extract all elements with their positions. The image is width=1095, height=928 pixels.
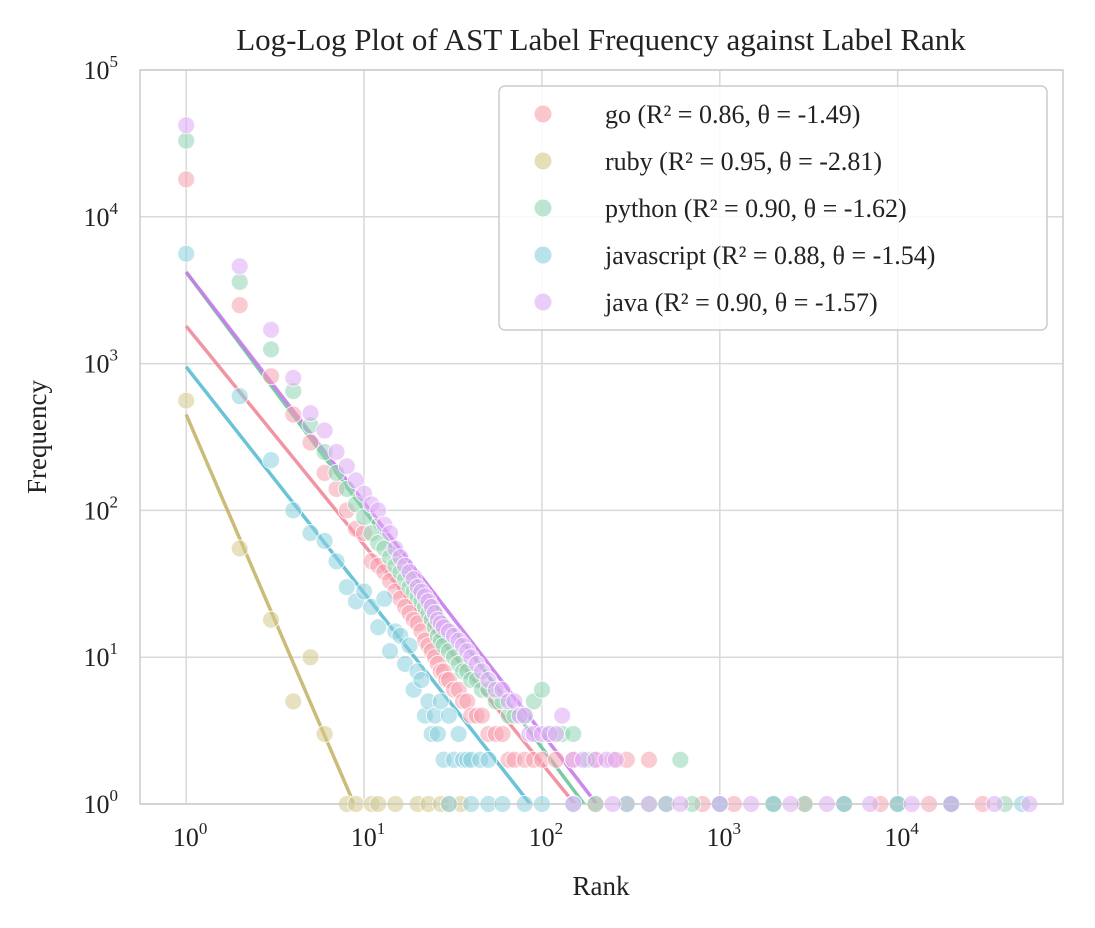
data-point	[547, 750, 566, 769]
data-point	[428, 724, 447, 743]
chart-title: Log-Log Plot of AST Label Frequency agai…	[236, 22, 966, 57]
data-point	[284, 368, 303, 387]
data-point	[315, 421, 334, 440]
legend: go (R² = 0.86, θ = -1.49) ruby (R² = 0.95…	[498, 85, 1048, 331]
data-point	[177, 131, 196, 150]
data-point	[284, 692, 303, 711]
data-point	[493, 724, 512, 743]
data-point	[337, 578, 356, 597]
data-point	[606, 750, 625, 769]
data-point	[327, 442, 346, 461]
data-point	[301, 524, 320, 543]
data-point	[230, 257, 249, 276]
data-point	[400, 636, 419, 655]
plot-frame	[139, 69, 1064, 805]
data-point	[362, 597, 381, 616]
data-point	[479, 750, 498, 769]
legend-entry-1: ruby (R² = 0.95, θ = -2.81)	[605, 147, 882, 176]
data-point	[369, 618, 388, 637]
data-point	[381, 524, 400, 543]
legend-entry-3: javascript (R² = 0.88, θ = -1.54)	[604, 241, 935, 270]
x-tick-label-3: 103	[707, 819, 742, 852]
legend-marker-4	[533, 292, 553, 312]
data-point	[381, 642, 400, 661]
data-point	[472, 706, 491, 725]
data-point	[230, 539, 249, 558]
data-point	[449, 724, 468, 743]
data-point	[671, 750, 690, 769]
data-point	[412, 670, 431, 689]
data-point	[337, 457, 356, 476]
y-tick-labels: 100 101 102 103 104 105	[84, 52, 119, 819]
y-tick-label-5: 105	[84, 52, 119, 85]
data-point	[230, 272, 249, 291]
legend-entry-2: python (R² = 0.90, θ = -1.62)	[605, 194, 907, 223]
data-point	[553, 706, 572, 725]
data-point	[355, 582, 374, 601]
data-point	[262, 451, 281, 470]
data-point	[301, 404, 320, 423]
data-point	[515, 706, 534, 725]
data-point	[284, 405, 303, 424]
data-point	[532, 680, 551, 699]
data-point	[177, 244, 196, 263]
data-point	[439, 706, 458, 725]
legend-box	[498, 85, 1048, 331]
x-tick-labels: 100 101 102 103 104	[173, 819, 919, 852]
y-tick-label-3: 103	[84, 346, 119, 379]
y-tick-label-4: 104	[84, 199, 119, 232]
legend-marker-1	[533, 151, 553, 171]
data-point	[315, 724, 334, 743]
y-axis-label: Frequency	[22, 380, 52, 494]
legend-marker-2	[533, 198, 553, 218]
data-point	[301, 648, 320, 667]
x-tick-label-0: 100	[173, 819, 208, 852]
data-point	[375, 589, 394, 608]
data-point	[315, 531, 334, 550]
x-tick-label-2: 102	[529, 819, 564, 852]
data-point	[177, 116, 196, 135]
y-tick-label-1: 101	[84, 639, 119, 672]
data-point	[640, 750, 659, 769]
data-point	[262, 610, 281, 629]
data-point	[431, 692, 450, 711]
data-point	[177, 391, 196, 410]
data-point	[230, 387, 249, 406]
legend-entry-0: go (R² = 0.86, θ = -1.49)	[605, 100, 860, 129]
data-point	[230, 296, 249, 315]
data-point	[177, 170, 196, 189]
series-points-4	[177, 116, 1039, 813]
data-point	[564, 724, 583, 743]
data-point	[284, 501, 303, 520]
data-point	[346, 471, 365, 490]
x-axis-label: Rank	[573, 871, 630, 901]
x-tick-label-4: 104	[884, 819, 919, 852]
legend-marker-0	[533, 104, 553, 124]
legend-entry-4: java (R² = 0.90, θ = -1.57)	[604, 288, 878, 317]
data-point	[262, 320, 281, 339]
data-point	[327, 552, 346, 571]
data-point	[262, 367, 281, 386]
y-tick-label-0: 100	[84, 786, 119, 819]
data-point	[547, 724, 566, 743]
y-tick-label-2: 102	[84, 492, 119, 525]
legend-marker-3	[533, 245, 553, 265]
x-tick-label-1: 101	[351, 819, 386, 852]
data-point	[262, 340, 281, 359]
